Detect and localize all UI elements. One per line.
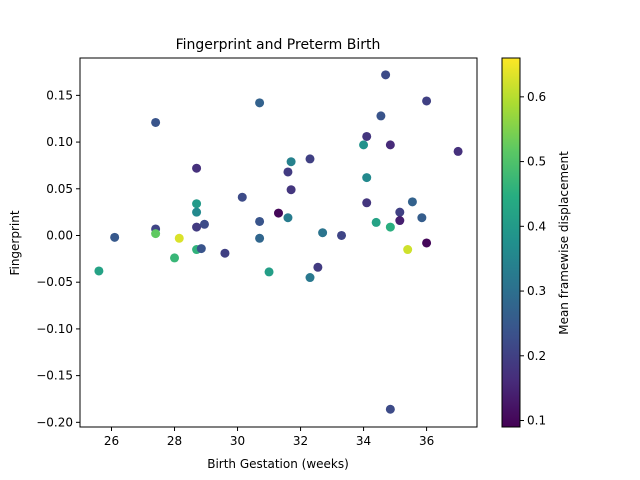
scatter-point [283,213,293,223]
scatter-point [362,131,372,141]
x-tick-label: 26 [104,434,119,448]
scatter-point [196,244,206,254]
colorbar-tick-label: 0.1 [527,414,546,428]
scatter-point [192,207,202,217]
y-tick-label: −0.10 [36,322,73,336]
scatter-point [385,222,395,232]
scatter-point [264,267,274,277]
y-tick-label: 0.00 [46,228,73,242]
y-tick-label: −0.15 [36,369,73,383]
scatter-point [453,146,463,156]
y-tick-label: 0.05 [46,182,73,196]
colorbar-label: Mean framewise displacement [557,151,571,335]
chart-title: Fingerprint and Preterm Birth [176,37,381,53]
scatter-point [220,248,230,258]
scatter-point [362,173,372,183]
scatter-point [395,207,405,217]
scatter-point [174,233,184,243]
scatter-point [283,167,293,177]
scatter-point [255,98,265,108]
scatter-point [359,140,369,150]
plot-frame [79,57,478,428]
scatter-point [286,157,296,167]
colorbar-tick-label: 0.4 [527,219,546,233]
x-tick-label: 36 [419,434,434,448]
scatter-point [422,96,432,106]
scatter-point [422,238,432,248]
colorbar-tick-label: 0.6 [527,90,546,104]
x-tick-label: 28 [167,434,182,448]
scatter-point [199,219,209,229]
x-tick-label: 32 [293,434,308,448]
scatter-point [371,217,381,227]
scatter-point [192,199,202,209]
scatter-point [407,197,417,207]
scatter-point [170,253,180,263]
x-tick-label: 30 [230,434,245,448]
y-tick-label: 0.10 [46,135,73,149]
colorbar-tick-label: 0.3 [527,284,546,298]
colorbar-ticks: 0.1 0.2 0.3 0.4 0.5 0.6 [520,90,546,428]
x-axis: 26 28 30 32 34 36 [104,427,434,448]
scatter-point [237,192,247,202]
colorbar-frame [501,57,521,428]
scatter-point [192,222,202,232]
scatter-point [255,233,265,243]
scatter-point [403,245,413,255]
colorbar-tick-label: 0.2 [527,349,546,363]
scatter-point [385,404,395,414]
y-axis: −0.20 −0.15 −0.10 −0.05 0.00 0.05 0.10 0.15 [36,88,80,429]
scatter-point [94,266,104,276]
scatter-point [286,185,296,195]
y-tick-label: −0.20 [36,415,73,429]
scatter-point [362,198,372,208]
scatter-point [151,117,161,127]
scatter-point [110,232,120,242]
scatter-point [274,208,283,218]
y-axis-label: Fingerprint [8,210,22,275]
scatter-point [417,213,427,223]
scatter-point [255,216,265,226]
scatter-point [305,273,315,283]
scatter-point [192,163,202,173]
colorbar-tick-label: 0.5 [527,155,546,169]
colorbar: 0.1 0.2 0.3 0.4 0.5 0.6 Mean framewise displa… [501,57,571,428]
plot-area [79,57,478,428]
scatter-point [318,228,328,238]
y-tick-label: 0.15 [46,88,73,102]
colorbar-gradient [502,58,520,427]
scatter-point [376,111,386,121]
scatter-point [313,262,323,272]
scatter-point [305,154,315,164]
x-axis-label: Birth Gestation (weeks) [207,457,349,471]
points-layer [94,70,463,414]
scatter-point [381,70,391,80]
scatter-point [385,140,395,150]
x-tick-label: 34 [356,434,371,448]
scatter-point [337,230,347,240]
scatter-point [151,229,161,239]
y-tick-label: −0.05 [36,275,73,289]
scatter-point [395,216,405,226]
